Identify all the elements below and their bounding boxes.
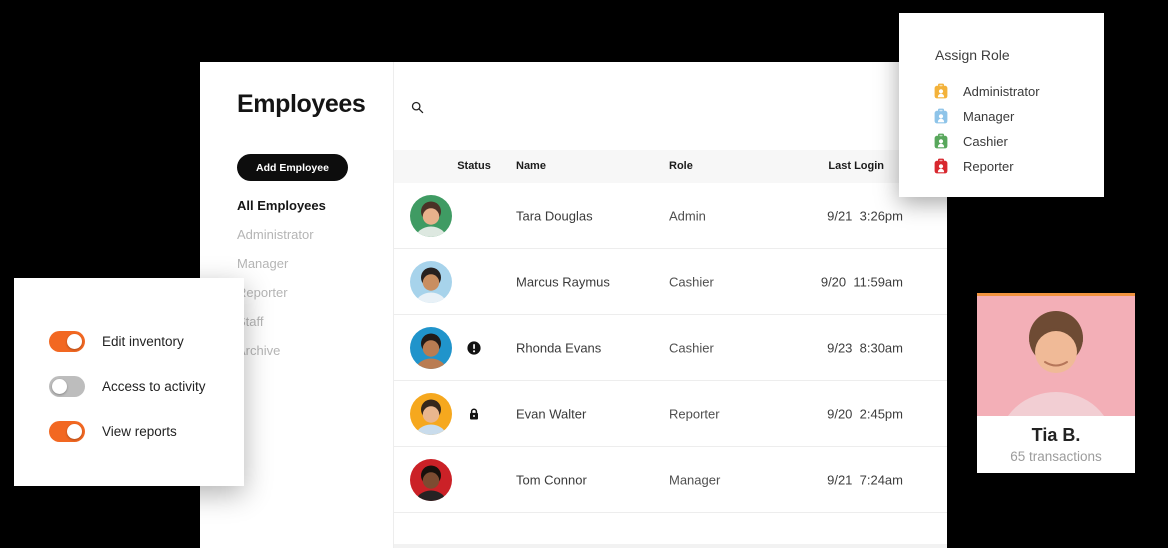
- profile-card: Tia B. 65 transactions: [977, 293, 1135, 473]
- profile-photo: [977, 296, 1135, 416]
- role-option-label: Manager: [963, 108, 1015, 124]
- employee-role: Cashier: [669, 274, 714, 289]
- toggle-knob: [52, 379, 67, 394]
- add-employee-button[interactable]: Add Employee: [237, 154, 348, 181]
- employee-last-login: 9/21 7:24am: [827, 472, 903, 487]
- employee-table: Status Name Role Last Login: [394, 62, 947, 548]
- employee-role: Reporter: [669, 406, 720, 421]
- employee-name: Evan Walter: [516, 406, 587, 421]
- sidebar-item-staff[interactable]: Staff: [237, 314, 264, 329]
- employee-last-login: 9/20 11:59am: [820, 274, 903, 289]
- sidebar-item-all-employees[interactable]: All Employees: [237, 198, 326, 213]
- administrator-badge-icon: [934, 83, 948, 99]
- role-option-cashier[interactable]: Cashier: [933, 133, 1040, 149]
- employee-role: Manager: [669, 472, 721, 487]
- table-row[interactable]: Rhonda Evans Cashier 9/23 8:30am: [394, 315, 947, 381]
- employee-last-login: 9/23 8:30am: [827, 340, 903, 355]
- employee-last-login: 9/21 3:26pm: [827, 208, 903, 223]
- table-row[interactable]: Marcus Raymus Cashier 9/20 11:59am: [394, 249, 947, 315]
- cashier-badge-icon: [934, 133, 948, 149]
- permission-label: Edit inventory: [102, 334, 184, 349]
- profile-name: Tia B.: [1031, 425, 1081, 445]
- manager-badge-icon: [934, 108, 948, 124]
- avatar: [410, 261, 452, 303]
- permission-label: Access to activity: [102, 379, 206, 394]
- employee-filter-nav: All Employees Administrator Manager Repo…: [237, 197, 326, 359]
- sidebar-item-archive[interactable]: Archive: [237, 343, 281, 358]
- toggle-access-to-activity[interactable]: [49, 376, 85, 397]
- toggle-knob: [67, 334, 82, 349]
- table-body: Tara Douglas Admin 9/21 3:26pm Ma: [394, 183, 947, 513]
- avatar: [410, 327, 452, 369]
- table-header-row: Status Name Role Last Login: [394, 150, 947, 183]
- permission-label: View reports: [102, 424, 177, 439]
- permission-row: Access to activity: [49, 376, 206, 397]
- avatar: [410, 195, 452, 237]
- role-option-manager[interactable]: Manager: [933, 108, 1040, 124]
- table-bottom-strip: [394, 544, 947, 548]
- employee-name: Marcus Raymus: [516, 274, 610, 289]
- avatar: [410, 459, 452, 501]
- role-option-administrator[interactable]: Administrator: [933, 83, 1040, 99]
- assign-role-title: Assign Role: [935, 47, 1010, 63]
- permissions-list: Edit inventory Access to activity View r…: [49, 331, 206, 442]
- employee-role: Admin: [669, 208, 706, 223]
- card-accent-strip: [977, 293, 1135, 296]
- alert-status-icon: [467, 341, 481, 355]
- employee-role: Cashier: [669, 340, 714, 355]
- table-row[interactable]: Evan Walter Reporter 9/20 2:45pm: [394, 381, 947, 447]
- role-option-label: Cashier: [963, 133, 1008, 149]
- column-header-last-login: Last Login: [828, 160, 884, 172]
- search-icon[interactable]: [411, 101, 424, 114]
- role-option-reporter[interactable]: Reporter: [933, 158, 1040, 174]
- employee-last-login: 9/20 2:45pm: [827, 406, 903, 421]
- employee-name: Tara Douglas: [516, 208, 593, 223]
- table-row[interactable]: Tara Douglas Admin 9/21 3:26pm: [394, 183, 947, 249]
- assign-role-popup: Assign Role Administrator Manage: [899, 13, 1104, 197]
- permission-row: Edit inventory: [49, 331, 206, 352]
- column-header-name: Name: [516, 160, 546, 172]
- employees-panel: Employees Add Employee All Employees Adm…: [200, 62, 947, 548]
- permissions-popup: Edit inventory Access to activity View r…: [14, 278, 244, 486]
- avatar: [410, 393, 452, 435]
- sidebar-item-administrator[interactable]: Administrator: [237, 227, 314, 242]
- sidebar-item-manager[interactable]: Manager: [237, 256, 289, 271]
- reporter-badge-icon: [934, 158, 948, 174]
- employee-name: Tom Connor: [516, 472, 587, 487]
- toggle-view-reports[interactable]: [49, 421, 85, 442]
- role-options-list: Administrator Manager Cashier: [933, 83, 1040, 174]
- toggle-knob: [67, 424, 82, 439]
- toggle-edit-inventory[interactable]: [49, 331, 85, 352]
- employee-name: Rhonda Evans: [516, 340, 602, 355]
- role-option-label: Administrator: [963, 83, 1040, 99]
- role-option-label: Reporter: [963, 158, 1014, 174]
- column-header-status: Status: [457, 160, 491, 172]
- table-row[interactable]: Tom Connor Manager 9/21 7:24am: [394, 447, 947, 513]
- profile-transactions: 65 transactions: [1010, 449, 1102, 464]
- lock-status-icon: [467, 407, 481, 421]
- page-title: Employees: [237, 90, 366, 118]
- sidebar-item-reporter[interactable]: Reporter: [237, 285, 288, 300]
- column-header-role: Role: [669, 160, 693, 172]
- permission-row: View reports: [49, 421, 206, 442]
